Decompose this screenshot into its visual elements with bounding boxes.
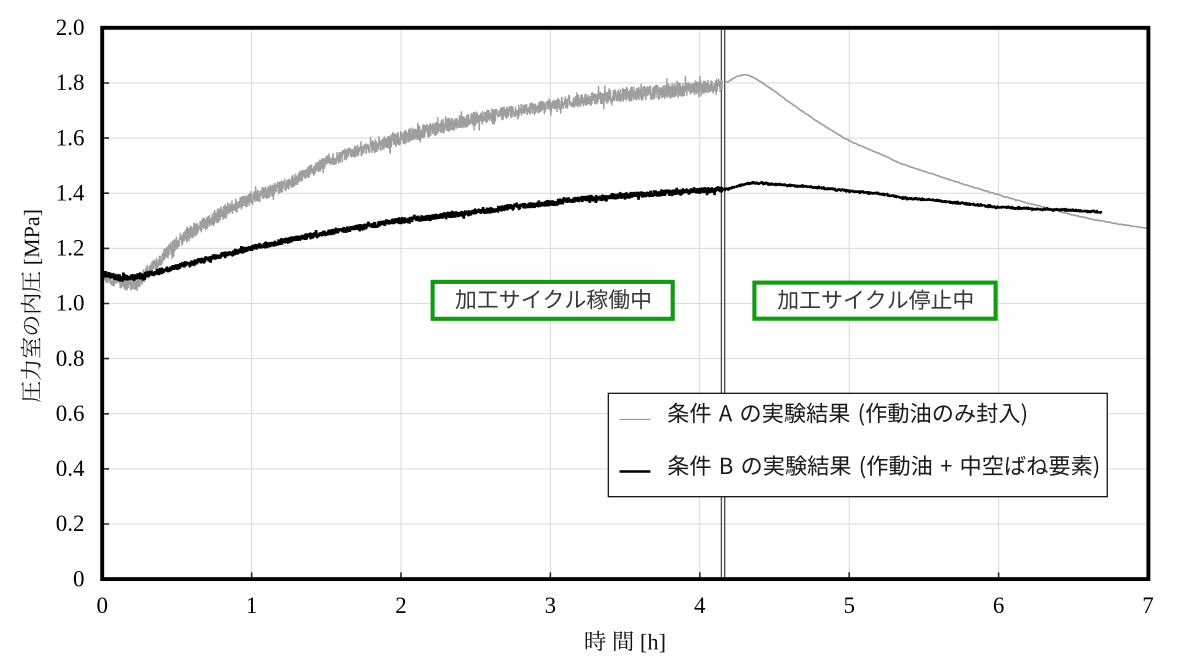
svg-text:1.4: 1.4 xyxy=(56,180,85,205)
svg-text:1.0: 1.0 xyxy=(56,291,85,316)
svg-text:3: 3 xyxy=(545,593,557,618)
svg-text:7: 7 xyxy=(1142,593,1154,618)
svg-text:2.0: 2.0 xyxy=(56,15,85,40)
svg-text:0.8: 0.8 xyxy=(56,346,85,371)
svg-text:1.8: 1.8 xyxy=(56,70,85,95)
svg-text:2: 2 xyxy=(395,593,407,618)
svg-text:6: 6 xyxy=(993,593,1005,618)
svg-text:1.2: 1.2 xyxy=(56,236,85,261)
svg-text:0: 0 xyxy=(73,566,85,591)
svg-text:5: 5 xyxy=(843,593,855,618)
svg-text:4: 4 xyxy=(694,593,706,618)
svg-text:0: 0 xyxy=(96,593,108,618)
svg-text:1: 1 xyxy=(246,593,258,618)
svg-text:0.6: 0.6 xyxy=(56,401,85,426)
svg-text:0.4: 0.4 xyxy=(56,456,85,481)
svg-text:1.6: 1.6 xyxy=(56,125,85,150)
svg-text:0.2: 0.2 xyxy=(56,511,85,536)
